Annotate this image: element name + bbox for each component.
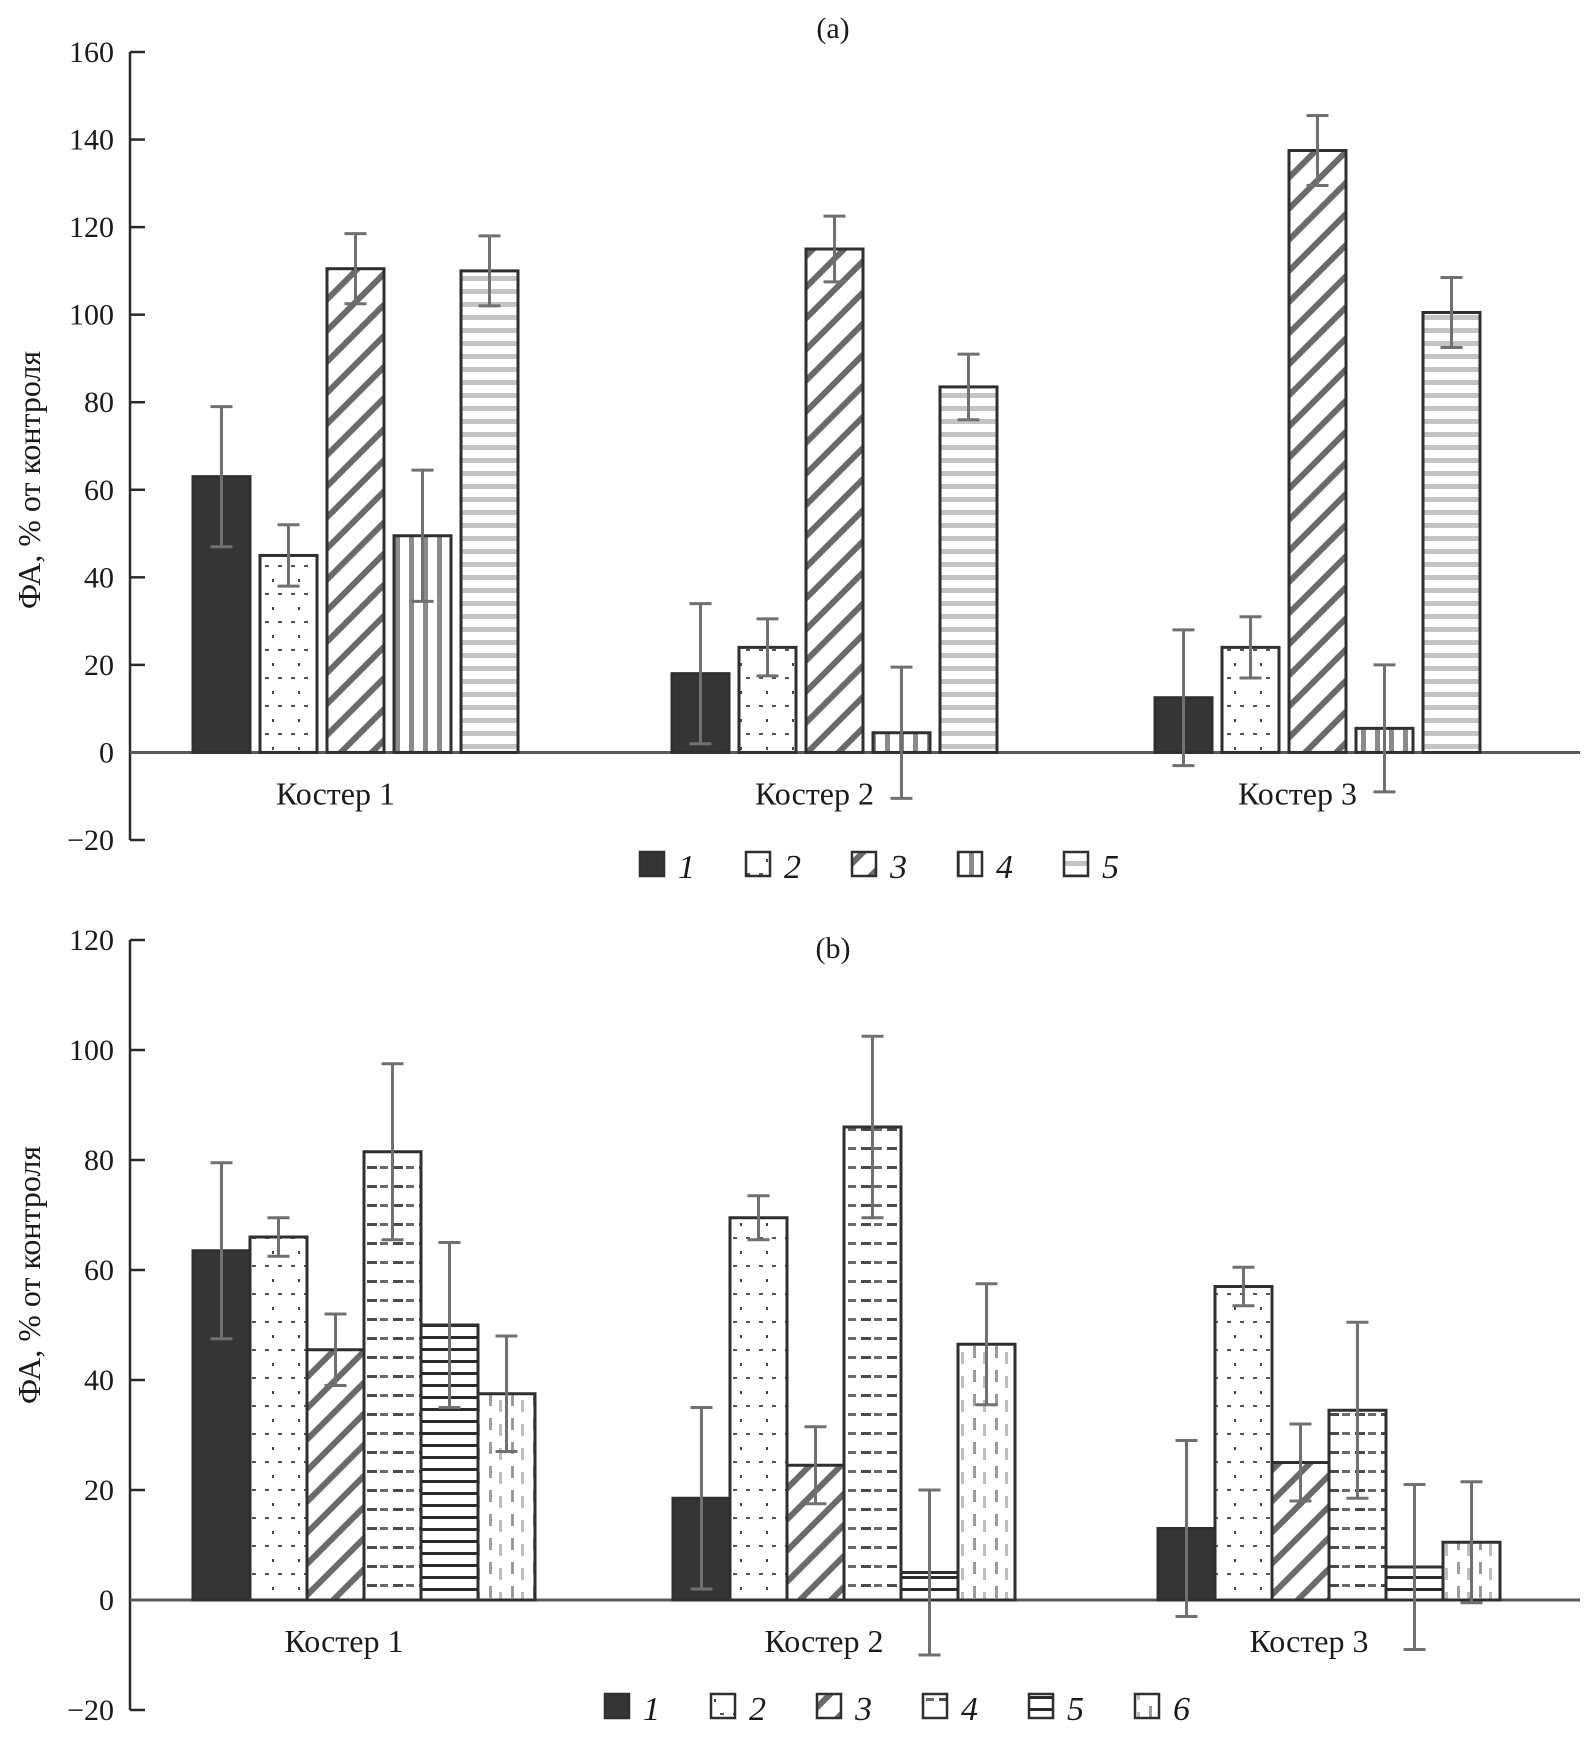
y-tick-label: 160: [69, 36, 114, 69]
bar-series-3-2: [804, 247, 865, 754]
category-label: Костер 2: [765, 1623, 884, 1659]
panel-b-category-labels: Костер 1 Костер 2 Костер 3: [285, 1623, 1369, 1659]
y-tick-label: 100: [69, 299, 114, 332]
legend-swatch-3: [850, 850, 878, 878]
panel-a-legend: 1 2 3 4 5: [638, 849, 1119, 886]
bar-series-2-1: [248, 1235, 309, 1602]
panel-a-category-labels: Костер 1 Костер 2 Костер 3: [276, 775, 1357, 811]
bar-series-3-1: [305, 1348, 366, 1602]
bar-series-3-1: [325, 267, 386, 754]
category-label: Костер 3: [1238, 775, 1357, 811]
legend-swatch-1: [603, 1692, 631, 1720]
legend-label-1: 1: [678, 849, 695, 886]
legend-swatch-2: [709, 1692, 737, 1720]
panel-b-legend: 1 2 3 4 5 6: [603, 1691, 1190, 1728]
bar-series-3-3: [1287, 149, 1348, 754]
legend-label-1: 1: [643, 1691, 660, 1728]
category-label: Костер 1: [285, 1623, 404, 1659]
panel-b-bars: [191, 1034, 1502, 1657]
legend-swatch-5: [1027, 1692, 1055, 1720]
y-tick-label: 120: [69, 924, 114, 957]
legend-swatch-6: [1133, 1692, 1161, 1720]
y-tick-label: 120: [69, 211, 114, 244]
category-label: Костер 3: [1250, 1623, 1369, 1659]
bar-series-6-1: [476, 1392, 537, 1602]
y-tick-label: 80: [84, 386, 114, 419]
panel-b: (b) ФА, % от контроля −20 0 20 40 60 80 100 120…: [11, 924, 1580, 1728]
legend-label-5: 5: [1102, 849, 1119, 886]
bar-series-5-1: [459, 269, 520, 754]
bar-series-2-2: [728, 1216, 789, 1602]
bar-series-2-3: [1213, 1285, 1274, 1602]
legend-swatch-4: [956, 850, 984, 878]
legend-swatch-4: [921, 1692, 949, 1720]
panel-b-title: (b): [816, 932, 851, 965]
y-tick-label: 40: [84, 1364, 114, 1397]
category-label: Костер 1: [276, 775, 395, 811]
legend-label-4: 4: [961, 1691, 978, 1728]
y-tick-label: 60: [84, 1254, 114, 1287]
y-tick-label: 0: [99, 1584, 114, 1617]
legend-label-4: 4: [996, 849, 1013, 886]
legend-label-5: 5: [1067, 1691, 1084, 1728]
legend-label-6: 6: [1173, 1691, 1190, 1728]
legend-label-3: 3: [889, 849, 907, 886]
panel-a: (a) ФА, % от контроля −20 0 20 40 60 80 100 120…: [11, 12, 1580, 886]
legend-swatch-5: [1062, 850, 1090, 878]
panel-a-y-axis-label: ФА, % от контроля: [11, 351, 47, 610]
legend-swatch-1: [638, 850, 666, 878]
bar-series-2-1: [258, 553, 319, 754]
bar-series-5-2: [938, 385, 999, 754]
category-label: Костер 2: [755, 775, 874, 811]
bar-series-5-3: [1421, 310, 1482, 754]
y-tick-label: 40: [84, 561, 114, 594]
y-tick-label: −20: [67, 1694, 114, 1727]
panel-b-y-axis-label: ФА, % от контроля: [11, 1146, 47, 1405]
legend-swatch-3: [815, 1692, 843, 1720]
y-tick-label: 80: [84, 1144, 114, 1177]
y-tick-label: 20: [84, 1474, 114, 1507]
y-tick-label: 100: [69, 1034, 114, 1067]
y-tick-label: 140: [69, 124, 114, 157]
y-tick-label: 60: [84, 474, 114, 507]
legend-label-2: 2: [749, 1691, 766, 1728]
legend-swatch-2: [744, 850, 772, 878]
y-tick-label: 0: [99, 736, 114, 769]
y-tick-label: 20: [84, 649, 114, 682]
legend-label-2: 2: [784, 849, 801, 886]
panel-a-title: (a): [816, 12, 849, 45]
panel-a-bars: [191, 113, 1482, 800]
y-tick-label: −20: [67, 824, 114, 857]
legend-label-3: 3: [854, 1691, 872, 1728]
